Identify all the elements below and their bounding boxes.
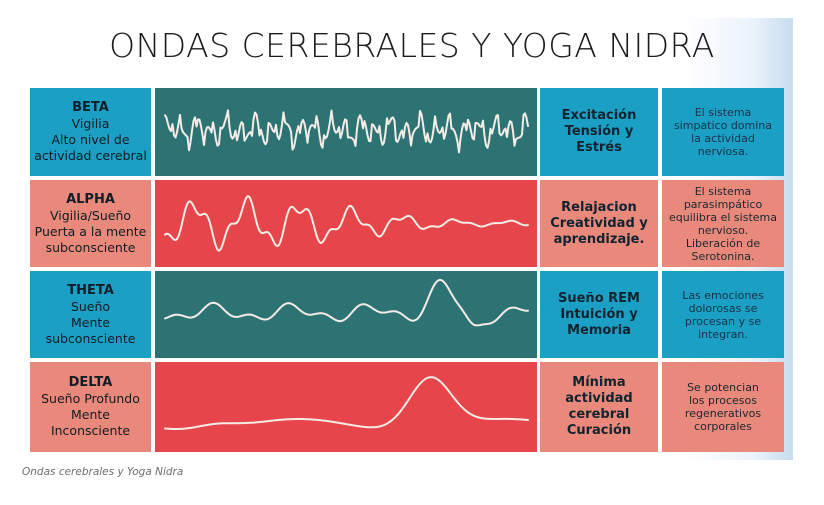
alpha-wave-graphic [164,195,529,252]
theta-wave-graphic [164,278,529,327]
row-delta-desc-1: Se potencian [687,381,759,394]
beta-wave-graphic [164,109,529,154]
row-beta-desc-4: nerviosa. [697,145,749,158]
row-theta-desc-1: Las emociones [682,288,764,302]
row-alpha-desc-1: El sistema [694,184,752,198]
row-alpha-desc-3: equilibra el sistema [668,210,777,224]
page-title: ONDAS CEREBRALES Y YOGA NIDRA [109,26,715,65]
row-alpha-wave-panel [155,180,537,267]
row-alpha-state-3: aprendizaje. [553,231,645,247]
row-theta-desc-3: procesan y se [684,314,762,328]
row-theta-state-3: Memoria [567,322,631,338]
row-delta-label-cell: DELTA Sueño Profundo Mente Inconsciente [30,362,151,452]
alpha-wave-line [164,195,529,252]
row-alpha-subtitle-1: Vigilia/Sueño [49,207,132,223]
row-delta-subtitle-3: Inconsciente [50,423,131,438]
row-alpha-state-1: Relajacion [561,199,637,215]
row-theta-label-cell: THETA Sueño Mente subconsciente [30,271,151,358]
row-theta-desc-cell: Las emociones dolorosas se procesan y se… [662,271,784,358]
row-theta-state-2: Intuición y [560,306,638,322]
row-beta-subtitle-2: Alto nivel de [51,132,130,147]
row-theta-desc-2: dolorosas se [688,301,758,315]
row-delta-desc-cell: Se potencian los procesos regenerativos … [662,362,784,452]
row-delta-state-4: Curación [566,423,632,438]
row-theta-subtitle-2: Mente [71,314,110,330]
theta-wave-line [164,278,529,327]
row-delta-name: DELTA [68,375,113,390]
row-delta-state-1: Mínima [572,375,626,390]
row-beta-label-cell: BETA Vigilia Alto nivel de actividad cer… [30,88,151,176]
row-alpha-desc-2: parasimpático [683,197,763,211]
row-beta-desc-cell: El sistema simpatico domina la actividad… [662,88,784,176]
row-delta-desc-3: regenerativos [684,407,762,420]
row-theta-state-1: Sueño REM [558,290,640,306]
row-theta-state-cell: Sueño REM Intuición y Memoria [540,271,658,358]
row-beta-subtitle-3: actividad cerebral [34,148,147,163]
row-theta-wave-panel [155,271,537,358]
row-delta-state-cell: Mínima actividad cerebral Curación [540,362,658,452]
row-delta-wave-panel [155,362,537,452]
row-alpha-desc-6: Serotonina. [691,249,755,263]
row-beta-state-3: Estrés [576,140,622,155]
row-alpha-name: ALPHA [66,191,115,207]
row-beta-state-2: Tensión y [564,124,634,139]
row-delta-subtitle-2: Mente [71,407,110,422]
row-beta-state-1: Excitación [561,108,637,123]
row-theta-name: THETA [67,282,114,298]
row-alpha-desc-cell: El sistema parasimpático equilibra el si… [662,180,784,267]
delta-wave-line [164,376,529,430]
row-beta-wave-panel [155,88,537,176]
beta-wave-line [164,109,529,154]
row-alpha-label-cell: ALPHA Vigilia/Sueño Puerta a la mente su… [30,180,151,267]
row-alpha-state-2: Creatividad y [550,215,648,231]
row-delta-state-3: cerebral [568,407,630,422]
row-theta-desc-4: integran. [698,327,748,341]
row-alpha-subtitle-3: subconsciente [45,239,136,255]
row-delta-desc-4: corporales [694,420,752,433]
row-theta-subtitle-1: Sueño [70,298,111,314]
row-beta-subtitle-1: Vigilia [71,116,110,131]
row-delta-subtitle-1: Sueño Profundo [41,391,140,406]
figure-caption: Ondas cerebrales y Yoga Nidra [22,466,184,478]
row-beta-desc-1: El sistema [694,106,752,119]
delta-wave-graphic [164,376,529,430]
row-delta-state-2: actividad [565,391,633,406]
row-beta-desc-3: la actividad [691,132,755,145]
row-beta-name: BETA [72,100,109,115]
row-alpha-desc-4: nervioso. [697,223,749,237]
row-theta-subtitle-3: subconsciente [45,330,136,346]
row-alpha-subtitle-2: Puerta a la mente [34,223,147,239]
row-alpha-desc-5: Liberación de [685,236,761,250]
row-delta-desc-2: los procesos [688,394,757,407]
row-beta-state-cell: Excitación Tensión y Estrés [540,88,658,176]
row-beta-desc-2: simpatico domina [673,119,773,132]
row-alpha-state-cell: Relajacion Creatividad y aprendizaje. [540,180,658,267]
